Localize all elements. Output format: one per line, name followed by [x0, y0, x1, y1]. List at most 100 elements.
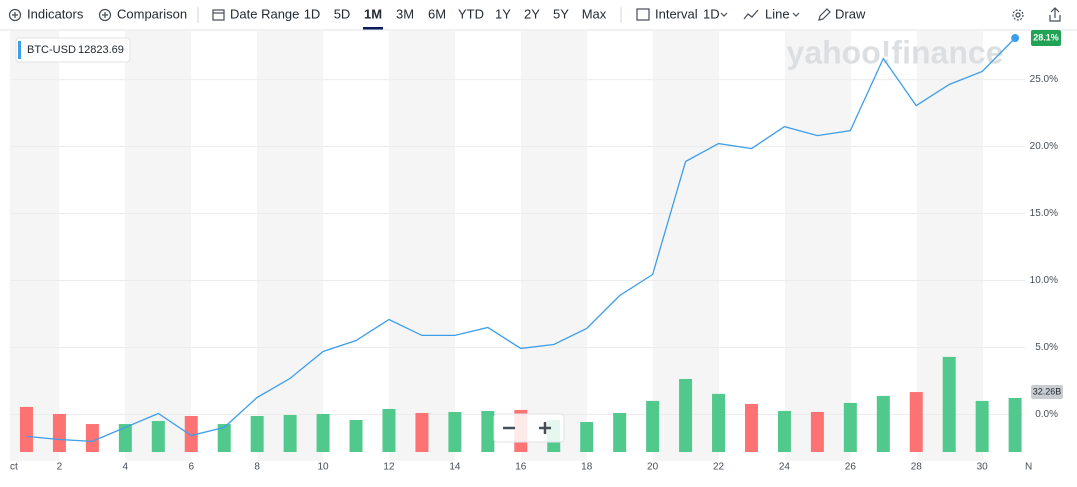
volume-bar [283, 414, 297, 452]
settings-button[interactable] [1012, 9, 1024, 21]
calendar-icon[interactable] [212, 9, 225, 21]
volume-bar [448, 411, 462, 452]
volume-tag-box [1031, 384, 1063, 399]
interval-icon[interactable] [636, 8, 650, 21]
range-buttons: 1D 5D 1M 3M 6M YTD 1Y 2Y 5Y Max [304, 6, 607, 30]
range-button[interactable]: 1M [364, 6, 382, 21]
range-button[interactable]: YTD [458, 6, 484, 21]
zoom-controls [493, 413, 565, 443]
band [257, 31, 323, 461]
volume-bar [975, 400, 989, 452]
range-button[interactable]: 5Y [553, 6, 569, 21]
indicators-button[interactable]: Indicators [27, 6, 84, 21]
chevron [720, 12, 728, 17]
volume-bar [316, 413, 330, 452]
range-button[interactable]: 1D [304, 6, 321, 21]
x-tick-label: 14 [449, 462, 461, 473]
volume-bar [613, 412, 627, 452]
volume-bar [217, 424, 231, 452]
x-tick-label: 6 [188, 462, 194, 473]
band [521, 31, 587, 461]
volume-bar [679, 378, 693, 452]
price-tag-box [1031, 30, 1061, 47]
volume-bar [712, 393, 726, 452]
volume-bar [52, 413, 66, 452]
date-range-button[interactable]: Date Range [230, 6, 299, 21]
volume-bar [942, 356, 956, 452]
x-tick-label: 26 [845, 462, 857, 473]
comparison-button[interactable]: Comparison [117, 6, 187, 21]
range-button[interactable]: 5D [334, 6, 351, 21]
y-tick-label: 20.0% [1030, 141, 1058, 152]
x-tick-label: 28 [911, 462, 923, 473]
x-tick-label: 10 [318, 462, 330, 473]
x-tick-label: 12 [383, 462, 395, 473]
x-tick-label: 8 [254, 462, 260, 473]
plus [12, 12, 18, 18]
range-button[interactable]: 1Y [495, 6, 511, 21]
legend-box [15, 37, 131, 63]
volume-bar [1008, 397, 1022, 452]
volume-bar [580, 422, 594, 452]
interval-value[interactable]: 1D [703, 6, 720, 21]
watermark: yahoo!finance [787, 34, 1004, 70]
plus [102, 12, 108, 18]
volume-bar [415, 412, 429, 452]
y-tick-label: 25.0% [1030, 74, 1058, 85]
volume-bar [810, 411, 824, 452]
x-tick-label: 18 [581, 462, 593, 473]
interval-button[interactable]: Interval [655, 6, 698, 21]
volume-bar [151, 421, 165, 452]
range-button[interactable]: Max [582, 6, 607, 21]
x-edge-label: N [1025, 462, 1032, 473]
volume-bar [349, 420, 363, 452]
zoom-in[interactable] [539, 422, 551, 434]
range-button[interactable]: 3M [396, 6, 414, 21]
x-tick-label: 30 [977, 462, 989, 473]
y-tick-label: 0.0% [1035, 409, 1058, 420]
range-button[interactable]: 6M [428, 6, 446, 21]
y-tick-label: 15.0% [1030, 208, 1058, 219]
legend-swatch [18, 41, 21, 59]
settings-center [1015, 12, 1021, 18]
x-tick-label: 22 [713, 462, 725, 473]
volume-tag: 32.26B [1033, 386, 1062, 396]
range-button[interactable]: 2Y [524, 6, 540, 21]
volume-bar [843, 402, 857, 452]
volume-bar [19, 406, 33, 452]
active-underline [363, 27, 383, 30]
band [389, 31, 455, 461]
legend: BTC-USD 12823.69 [15, 37, 131, 63]
x-tick-label: 2 [57, 462, 63, 473]
volume-bar [382, 408, 396, 452]
volume-bar [481, 410, 495, 452]
volume-bar [909, 392, 923, 452]
volume-bar [777, 410, 791, 452]
indicators-icon[interactable] [8, 8, 22, 22]
price-tag: 28.1% [1033, 32, 1059, 42]
last-point [1011, 34, 1020, 43]
volume-bar [646, 400, 660, 452]
volume-bar [744, 403, 758, 452]
volume-bar [118, 424, 132, 452]
draw-icon[interactable] [818, 8, 831, 21]
x-tick-label: 4 [123, 462, 129, 473]
chart-style-button[interactable]: Line [765, 6, 790, 21]
volume-bar [184, 415, 198, 452]
x-tick-label: 24 [779, 462, 791, 473]
share-button[interactable] [1049, 7, 1061, 22]
y-tick-label: 10.0% [1030, 275, 1058, 286]
legend-price: 12823.69 [78, 44, 124, 56]
volume-bar [85, 424, 99, 452]
price-line [26, 37, 1016, 443]
band [10, 31, 59, 461]
draw-button[interactable]: Draw [835, 6, 866, 21]
toolbar: Indicators Comparison Date Range 1D 5D 1M 3… [0, 6, 1077, 31]
comparison-icon[interactable] [98, 8, 112, 22]
chevron [792, 12, 800, 17]
volume-bar [250, 415, 264, 452]
line-icon[interactable] [743, 9, 759, 20]
legend-symbol: BTC-USD [27, 44, 76, 56]
zoom-box [493, 413, 565, 443]
